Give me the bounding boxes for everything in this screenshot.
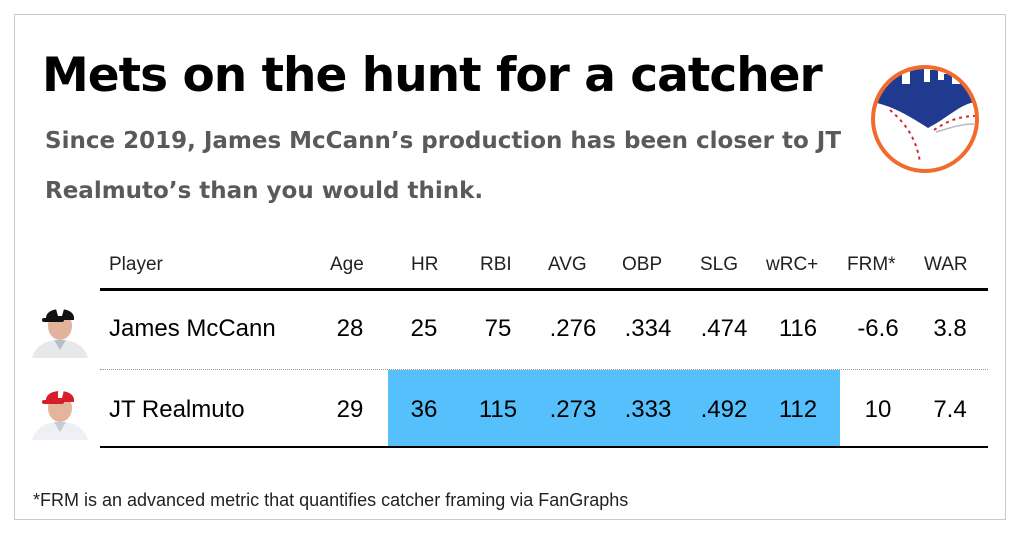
player-name: James McCann <box>109 315 276 342</box>
hr-cell: 36 <box>410 396 438 423</box>
avg-cell: .276 <box>549 315 597 342</box>
header-avg: AVG <box>548 254 587 275</box>
obp-cell: .333 <box>624 396 672 423</box>
slg-cell: .492 <box>700 396 748 423</box>
age-cell: 28 <box>336 315 364 342</box>
header-obp: OBP <box>622 254 663 275</box>
header-player: Player <box>109 254 163 275</box>
player-name: JT Realmuto <box>109 396 245 423</box>
header-war: WAR <box>924 254 968 275</box>
header-rbi: RBI <box>480 254 512 275</box>
subtitle: Since 2019, James McCann’s production ha… <box>45 128 842 204</box>
slg-cell: .474 <box>700 315 748 342</box>
wrc-plus-cell: 116 <box>778 315 818 342</box>
stats-table: Player Age HR RBI AVG OBP SLG wRC+ FRM* … <box>28 248 990 452</box>
row-divider <box>100 369 988 370</box>
war-cell: 7.4 <box>933 396 967 423</box>
header-frm: FRM* <box>847 254 896 275</box>
obp-cell: .334 <box>624 315 672 342</box>
page-title: Mets on the hunt for a catcher <box>42 48 823 103</box>
rbi-cell: 75 <box>484 315 512 342</box>
frm-cell: 10 <box>864 396 892 423</box>
table-bottom-rule <box>100 446 988 448</box>
avg-cell: .273 <box>549 396 597 423</box>
rbi-cell: 115 <box>478 396 518 423</box>
white-sox-player-headshot-icon <box>28 294 92 358</box>
header-age: Age <box>330 254 364 275</box>
header-wrc-plus: wRC+ <box>766 254 819 275</box>
skyline-baseball-logo-icon <box>871 65 979 173</box>
footnote: *FRM is an advanced metric that quantifi… <box>33 490 629 510</box>
war-cell: 3.8 <box>933 315 967 342</box>
header-slg: SLG <box>700 254 739 275</box>
hr-cell: 25 <box>410 315 438 342</box>
header-hr: HR <box>411 254 439 275</box>
highlight-box <box>388 370 840 446</box>
phillies-player-headshot-icon <box>28 376 92 440</box>
wrc-plus-cell: 112 <box>778 396 818 423</box>
header-rule <box>100 288 988 291</box>
age-cell: 29 <box>336 396 364 423</box>
frm-cell: -6.6 <box>857 315 899 342</box>
